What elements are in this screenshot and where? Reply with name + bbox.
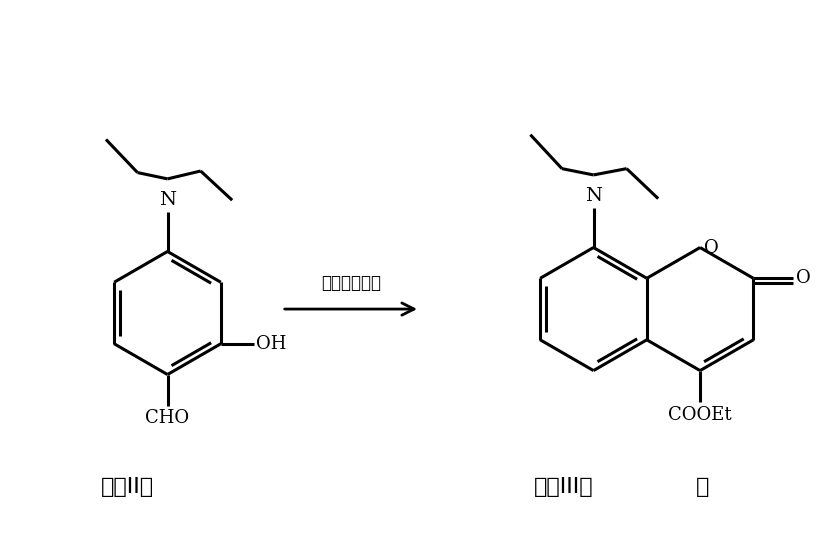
Text: O: O bbox=[796, 269, 810, 287]
Text: N: N bbox=[585, 187, 602, 205]
Text: 丙二酸二乙酯: 丙二酸二乙酯 bbox=[321, 274, 381, 292]
Text: CHO: CHO bbox=[146, 409, 190, 427]
Text: ；: ； bbox=[696, 477, 710, 497]
Text: 式（III）: 式（III） bbox=[534, 477, 594, 497]
Text: N: N bbox=[159, 191, 176, 209]
Text: 式（II）: 式（II） bbox=[101, 477, 154, 497]
Text: O: O bbox=[704, 239, 719, 256]
Text: COOEt: COOEt bbox=[668, 406, 732, 424]
Text: OH: OH bbox=[255, 335, 286, 353]
